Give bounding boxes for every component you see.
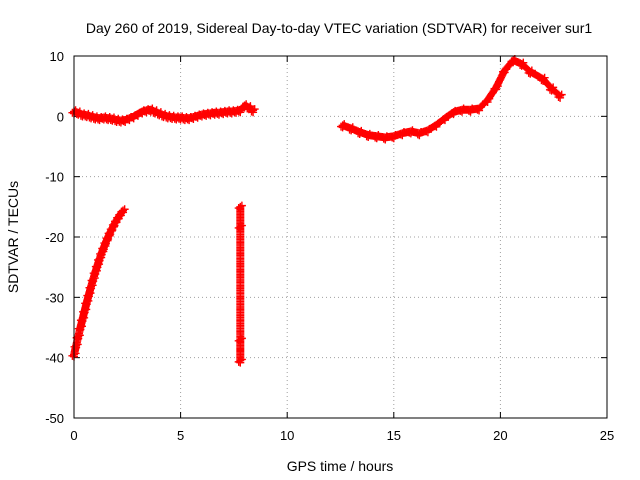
plot-frame: [73, 55, 608, 419]
data-point: [247, 105, 259, 117]
x-tick-label: 20: [493, 428, 507, 443]
data-point: [545, 83, 563, 99]
y-tick-label: 0: [57, 109, 64, 124]
x-tick-label: 10: [280, 428, 294, 443]
x-tick-label: 15: [387, 428, 401, 443]
series-arc-rising-early: [68, 205, 129, 361]
y-tick-label: -50: [45, 411, 64, 426]
tick-labels: 0 5 10 15 20 25 -50 -40 -30 -20 -10 0 10: [45, 49, 614, 443]
y-tick-label: -20: [45, 230, 64, 245]
chart-title: Day 260 of 2019, Sidereal Day-to-day VTE…: [86, 20, 592, 36]
y-tick-label: -40: [45, 351, 64, 366]
x-axis-label: GPS time / hours: [287, 458, 394, 474]
data-point: [524, 66, 546, 83]
data-point: [234, 355, 246, 367]
y-axis-label: SDTVAR / TECUs: [5, 181, 21, 293]
x-tick-label: 5: [177, 428, 184, 443]
data-point: [554, 90, 566, 102]
x-tick-label: 25: [600, 428, 614, 443]
data-points: [68, 55, 566, 367]
series-arc-near-zero-morning: [68, 100, 259, 127]
data-point: [117, 205, 129, 217]
y-tick-label: 10: [50, 49, 64, 64]
x-tick-label: 0: [70, 428, 77, 443]
series-arc-afternoon: [337, 55, 566, 144]
y-tick-label: -10: [45, 170, 64, 185]
series-points-near-8h: [234, 201, 246, 367]
data-point: [234, 221, 246, 342]
y-tick-label: -30: [45, 290, 64, 305]
